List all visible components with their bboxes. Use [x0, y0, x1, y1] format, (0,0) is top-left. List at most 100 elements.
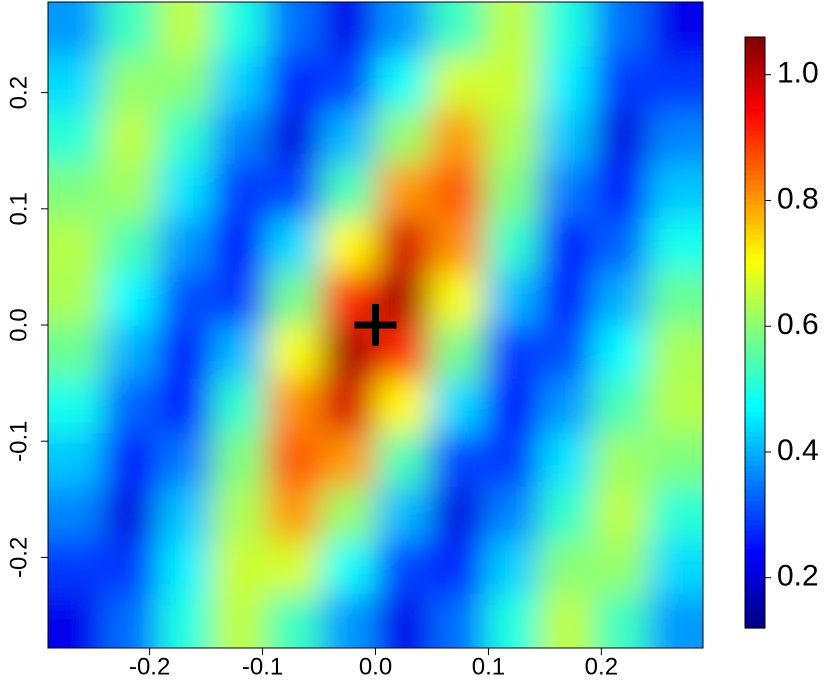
heatmap-cell: [321, 271, 376, 326]
heatmap-cell: [266, 56, 322, 111]
heatmap-cell: [211, 217, 268, 273]
y-tick-label: 0.0: [5, 308, 32, 341]
heatmap-cell: [593, 110, 649, 164]
heatmap-cell: [375, 432, 431, 487]
heatmap-cell: [375, 56, 431, 111]
heatmap-cell: [211, 593, 268, 648]
colorbar-step: [745, 268, 765, 274]
heatmap-cell: [539, 486, 594, 541]
heatmap-cell: [211, 432, 268, 487]
colorbar-step: [745, 263, 765, 270]
colorbar-step: [745, 411, 765, 417]
heatmap-cell: [102, 271, 159, 326]
colorbar-frame: [744, 36, 766, 629]
colorbar-step: [745, 352, 765, 358]
colorbar-step: [745, 219, 765, 225]
heatmap-cell: [157, 163, 213, 219]
colorbar-step: [745, 179, 765, 186]
y-tick-label: 0.2: [5, 76, 32, 109]
colorbar-step: [745, 86, 765, 92]
colorbar-step: [745, 490, 765, 496]
heatmap-cell: [102, 110, 159, 164]
heatmap-cell: [375, 378, 431, 433]
heatmap-cell: [593, 271, 649, 326]
colorbar-step: [745, 549, 765, 555]
heatmap-cell: [48, 378, 104, 433]
colorbar-step: [745, 593, 765, 600]
colorbar-tick-label: 1.0: [777, 57, 819, 90]
heatmap-cell: [266, 539, 322, 595]
heatmap-cell: [211, 486, 268, 541]
heatmap-cell: [211, 271, 268, 326]
colorbar-step: [745, 386, 765, 393]
colorbar-step: [745, 165, 765, 171]
y-tick-label: -0.1: [5, 421, 32, 462]
heatmap-cell: [375, 163, 431, 219]
heatmap-cell: [48, 56, 104, 111]
colorbar-step: [745, 248, 765, 255]
marker: [354, 304, 397, 346]
heatmap-cell: [157, 110, 213, 164]
heatmap-cell: [266, 110, 322, 164]
colorbar-step: [745, 150, 765, 156]
heatmap-cell: [157, 325, 213, 379]
colorbar-step: [745, 534, 765, 540]
colorbar-step: [745, 115, 765, 122]
heatmap-cell: [157, 217, 213, 273]
x-tick-label: 0.2: [585, 653, 618, 680]
heatmap-cell: [539, 56, 594, 111]
colorbar-step: [745, 495, 765, 501]
heatmap-cell: [593, 378, 649, 433]
colorbar-step: [745, 608, 765, 614]
colorbar-step: [745, 209, 765, 215]
heatmap-cell: [648, 217, 703, 273]
colorbar-step: [745, 460, 765, 467]
colorbar-step: [745, 189, 765, 196]
heatmap-cell: [48, 110, 104, 164]
heatmap-cell: [375, 110, 431, 164]
colorbar-step: [745, 499, 765, 506]
colorbar-step: [745, 347, 765, 353]
heatmap-cell: [593, 56, 649, 111]
colorbar-step: [745, 46, 765, 53]
colorbar-step: [745, 273, 765, 279]
heatmap-cell: [48, 593, 104, 648]
heatmap-cell: [48, 486, 104, 541]
colorbar-step: [745, 155, 765, 161]
heatmap-cell: [429, 56, 485, 111]
colorbar-step: [745, 312, 765, 319]
colorbar-step: [745, 563, 765, 570]
colorbar-step: [745, 110, 765, 117]
heatmap-cell: [375, 593, 431, 648]
colorbar-step: [745, 455, 765, 462]
colorbar-step: [745, 91, 765, 97]
heatmap-cell: [102, 2, 159, 57]
heatmap-cell: [48, 271, 104, 326]
colorbar-step: [745, 317, 765, 324]
colorbar-step: [745, 41, 765, 48]
heatmap-cell: [266, 378, 322, 433]
colorbar-tick-label: 0.2: [777, 560, 819, 593]
heatmap-cell: [102, 539, 159, 595]
colorbar-step: [745, 431, 765, 437]
heatmap-cell: [429, 271, 485, 326]
heatmap-cell: [484, 539, 540, 595]
heatmap-cell: [321, 325, 376, 379]
colorbar-step: [745, 229, 765, 235]
heatmap-cell: [539, 217, 594, 273]
heatmap-cell: [102, 163, 159, 219]
colorbar-step: [745, 445, 765, 452]
colorbar-step: [745, 135, 765, 142]
colorbar-step: [745, 145, 765, 151]
colorbar-step: [745, 470, 765, 476]
colorbar-step: [745, 283, 765, 289]
colorbar-step: [745, 140, 765, 146]
heatmap-cell: [266, 486, 322, 541]
heatmap-cell: [539, 271, 594, 326]
heatmap-cell: [648, 539, 703, 595]
heatmap-cell: [484, 110, 540, 164]
heatmap-cell: [321, 217, 376, 273]
colorbar-step: [745, 51, 765, 58]
colorbar-step: [745, 475, 765, 481]
